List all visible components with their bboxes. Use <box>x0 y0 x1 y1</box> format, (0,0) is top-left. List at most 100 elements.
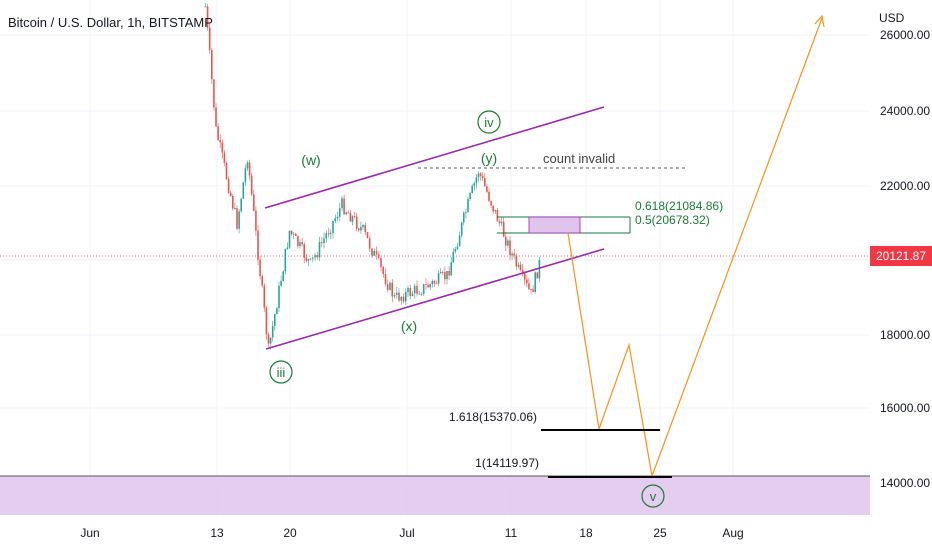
candle-body <box>341 198 343 209</box>
wave-w-label: (w) <box>301 152 320 168</box>
time-tick-18: 18 <box>579 526 593 540</box>
candle-body <box>528 283 530 290</box>
fib-1-label: 1(14119.97) <box>475 456 539 470</box>
wave-iv-circle <box>477 110 501 134</box>
last-price-badge <box>870 246 932 266</box>
wave-iv-label: iv <box>484 115 494 130</box>
candle-body <box>509 240 511 256</box>
candle-body <box>498 221 501 224</box>
candle-body <box>227 179 230 193</box>
candle-body <box>225 163 228 180</box>
candle-body <box>318 242 321 258</box>
count-invalid-label: count invalid <box>543 151 615 166</box>
candle-body <box>515 255 518 267</box>
candle-body <box>362 225 364 227</box>
candle-body <box>265 307 268 335</box>
candle-body <box>448 271 450 276</box>
candle-body <box>380 257 382 268</box>
candle-body <box>386 284 389 290</box>
candle-body <box>454 249 457 252</box>
candle-body <box>382 267 384 274</box>
candle-body <box>375 251 378 255</box>
candle-body <box>332 220 334 233</box>
candle-body <box>204 6 207 8</box>
candle-body <box>316 255 318 258</box>
candle-body <box>211 50 213 80</box>
candle-body <box>395 292 398 295</box>
time-axis[interactable]: Jun 13 20 Jul 11 18 25 Aug <box>80 526 743 540</box>
candle-body <box>433 280 436 284</box>
time-tick-13: 13 <box>210 526 224 540</box>
candle-body <box>465 212 467 213</box>
candles <box>204 3 541 350</box>
candle-body <box>536 272 539 279</box>
candle-body <box>314 255 316 258</box>
candle-body <box>404 291 407 302</box>
wave-x-label: (x) <box>401 318 417 334</box>
candle-body <box>402 296 405 302</box>
candle-body <box>259 259 261 277</box>
wave-iii-label: iii <box>277 365 286 380</box>
channel-lower-line <box>265 248 605 350</box>
candle-body <box>477 173 480 178</box>
time-tick-aug: Aug <box>722 526 743 540</box>
candle-body <box>413 285 416 294</box>
candle-body <box>206 6 209 28</box>
fib-retracement <box>497 216 631 234</box>
last-price-value: 20121.87 <box>876 249 926 263</box>
candle-body <box>398 292 400 301</box>
candle-body <box>292 233 295 235</box>
candle-body <box>373 251 375 256</box>
candle-body <box>236 208 238 229</box>
candle-body <box>248 162 251 176</box>
candle-body <box>490 201 492 206</box>
candle-body <box>437 273 440 284</box>
candle-body <box>479 173 482 176</box>
candle-body <box>299 242 301 246</box>
candle-body <box>276 308 278 315</box>
candle-body <box>494 209 497 212</box>
candle-body <box>513 253 515 256</box>
wave-iii-circle <box>269 360 293 384</box>
candle-body <box>355 216 358 229</box>
candle-body <box>538 260 541 279</box>
projection-path <box>567 17 823 479</box>
candle-body <box>223 152 226 163</box>
candle-body <box>377 254 380 258</box>
candle-body <box>353 216 356 217</box>
candle-body <box>343 198 345 215</box>
price-axis[interactable]: USD 26000.00 24000.00 22000.00 18000.00 … <box>870 11 932 490</box>
candle-body <box>534 272 536 292</box>
candle-body <box>349 212 352 222</box>
candle-body <box>329 232 332 235</box>
candle-body <box>400 296 402 301</box>
candle-body <box>229 192 232 196</box>
candle-body <box>234 208 236 209</box>
candle-body <box>429 284 431 288</box>
candle-body <box>446 271 448 280</box>
candle-body <box>425 284 427 285</box>
candle-body <box>439 272 442 274</box>
price-tick-24000: 24000.00 <box>880 104 930 118</box>
projection-arrowhead <box>814 14 825 28</box>
channel-upper-line <box>264 106 605 209</box>
candle-body <box>358 228 360 231</box>
wave-y-label: (y) <box>481 150 497 166</box>
candle-body <box>450 262 452 276</box>
candle-body <box>409 288 411 296</box>
candle-body <box>467 198 469 213</box>
candle-body <box>511 253 513 256</box>
candle-body <box>246 162 249 169</box>
candle-body <box>368 238 371 249</box>
candle-body <box>261 276 263 286</box>
candle-body <box>486 186 488 192</box>
candle-body <box>526 279 528 284</box>
candle-body <box>475 177 478 184</box>
candle-body <box>336 216 339 219</box>
candle-body <box>469 193 471 199</box>
chart-title: Bitcoin / U.S. Dollar, 1h, BITSTAMP <box>8 15 213 30</box>
candle-body <box>263 285 266 308</box>
candle-body <box>366 232 369 239</box>
